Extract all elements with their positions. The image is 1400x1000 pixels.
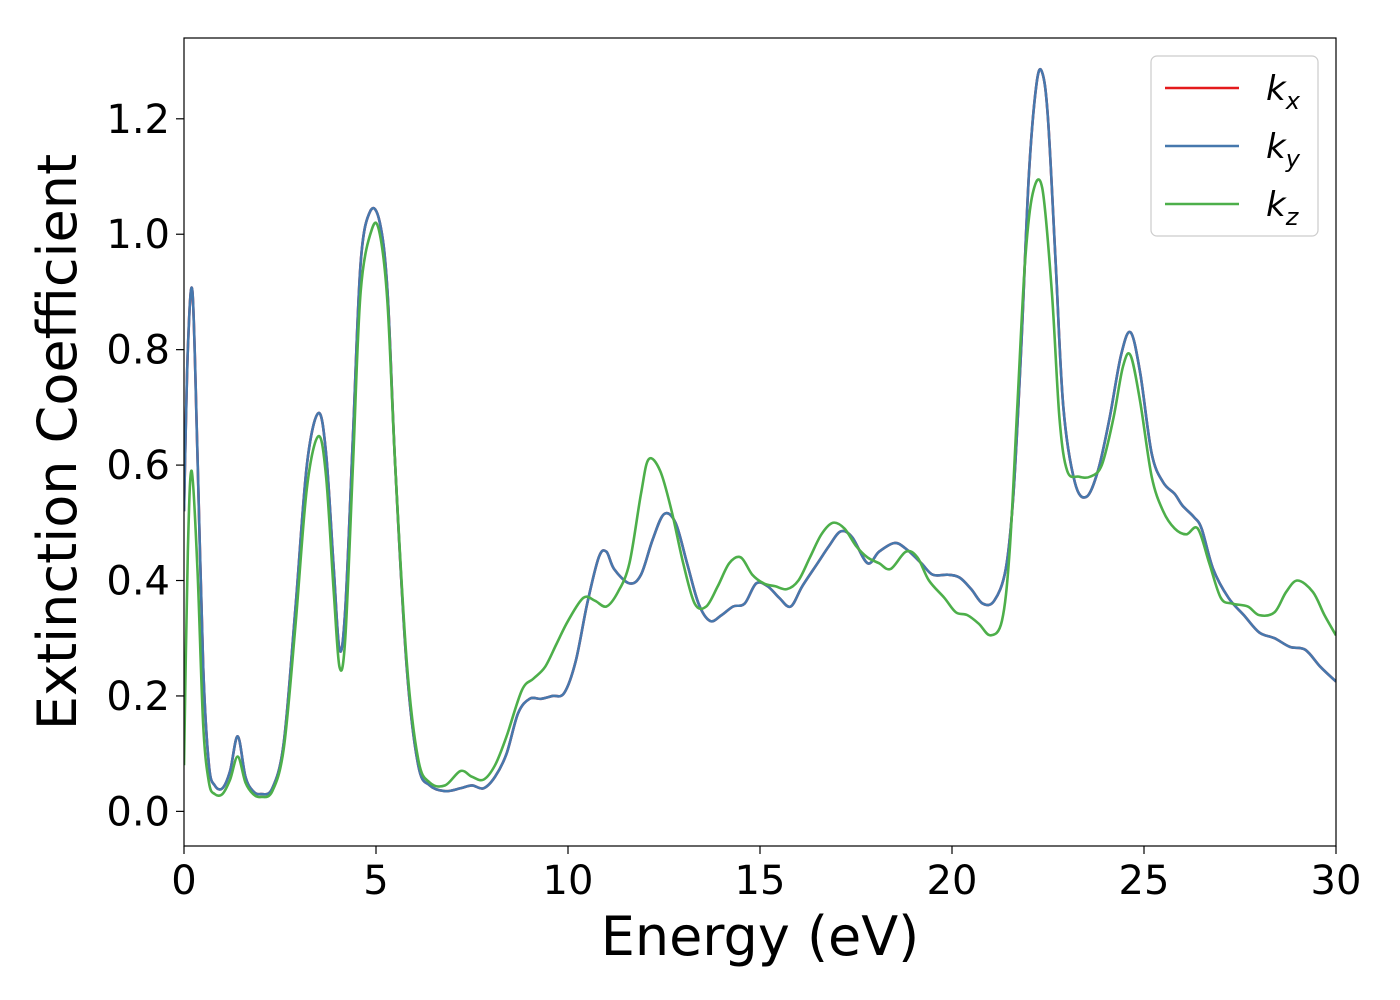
legend-label-x: kx [1266, 69, 1301, 115]
y-tick-label: 0.8 [106, 328, 170, 374]
x-tick-label: 20 [927, 858, 978, 904]
x-tick-label: 30 [1311, 858, 1362, 904]
x-tick-label: 15 [735, 858, 786, 904]
y-axis-ticks: 0.0 0.2 0.4 0.6 0.8 1.0 1.2 [106, 97, 184, 835]
x-tick-label: 0 [171, 858, 196, 904]
series-line-z [184, 178, 1336, 799]
legend-label-z: kz [1266, 185, 1300, 231]
y-axis-title: Extinction Coefficient [26, 154, 89, 730]
series-line-y [184, 67, 1336, 796]
y-tick-label: 0.2 [106, 674, 170, 720]
x-tick-label: 5 [363, 858, 388, 904]
legend: kx ky kz [1150, 55, 1319, 237]
x-axis-title: Energy (eV) [601, 905, 920, 968]
y-tick-label: 1.0 [106, 212, 170, 258]
legend-label-y: ky [1266, 127, 1301, 173]
x-tick-label: 25 [1119, 858, 1170, 904]
y-tick-label: 0.6 [106, 443, 170, 489]
y-tick-label: 0.4 [106, 559, 170, 605]
x-axis-ticks: 0 5 10 15 20 25 30 [171, 846, 1361, 904]
plot-lines [184, 67, 1336, 799]
y-tick-label: 0.0 [106, 789, 170, 835]
y-tick-label: 1.2 [106, 97, 170, 143]
x-tick-label: 10 [543, 858, 594, 904]
